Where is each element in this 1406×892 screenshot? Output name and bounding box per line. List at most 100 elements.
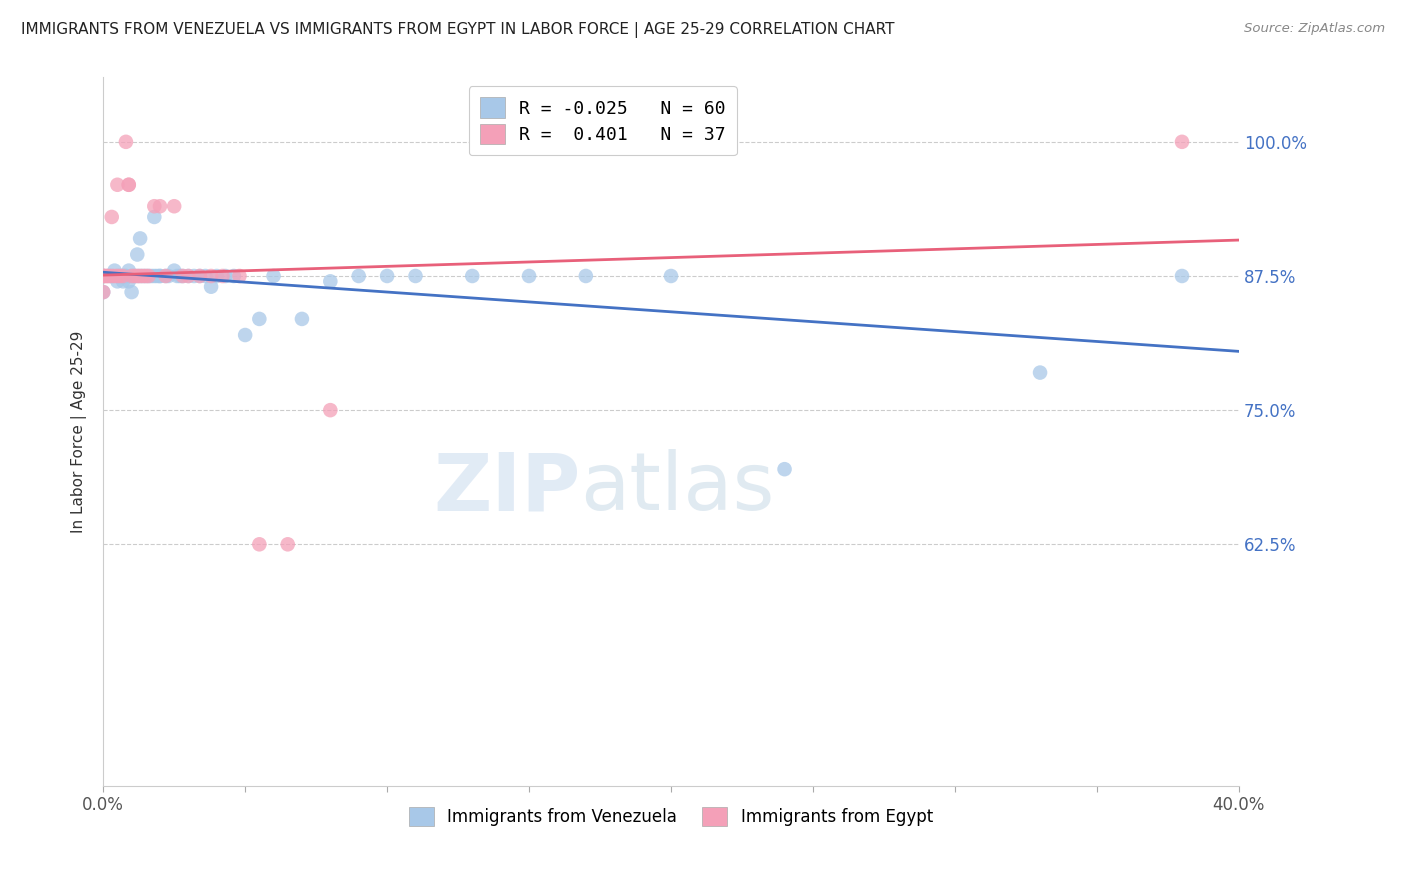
Point	[155, 268, 177, 283]
Point	[135, 268, 157, 283]
Point	[94, 268, 117, 283]
Point	[155, 268, 177, 283]
Point	[138, 268, 160, 283]
Point	[319, 274, 342, 288]
Point	[115, 268, 138, 283]
Point	[115, 268, 138, 283]
Point	[132, 268, 155, 283]
Point	[291, 312, 314, 326]
Point	[405, 268, 427, 283]
Point	[263, 268, 285, 283]
Point	[138, 268, 160, 283]
Point	[211, 268, 233, 283]
Point	[129, 268, 152, 283]
Point	[135, 268, 157, 283]
Point	[1171, 135, 1194, 149]
Point	[205, 268, 228, 283]
Text: Source: ZipAtlas.com: Source: ZipAtlas.com	[1244, 22, 1385, 36]
Point	[91, 268, 114, 283]
Point	[112, 274, 135, 288]
Point	[143, 199, 166, 213]
Point	[127, 268, 149, 283]
Point	[121, 285, 143, 299]
Point	[132, 268, 155, 283]
Point	[177, 268, 200, 283]
Point	[107, 268, 129, 283]
Point	[124, 268, 146, 283]
Point	[461, 268, 484, 283]
Point	[157, 268, 180, 283]
Point	[214, 268, 236, 283]
Point	[91, 285, 114, 299]
Point	[143, 268, 166, 283]
Point	[97, 268, 120, 283]
Point	[194, 268, 217, 283]
Point	[100, 210, 122, 224]
Point	[277, 537, 299, 551]
Point	[100, 268, 122, 283]
Point	[169, 268, 191, 283]
Point	[91, 268, 114, 283]
Point	[188, 268, 211, 283]
Point	[222, 268, 245, 283]
Point	[172, 268, 194, 283]
Point	[375, 268, 398, 283]
Point	[97, 268, 120, 283]
Point	[127, 268, 149, 283]
Point	[149, 268, 172, 283]
Point	[110, 268, 132, 283]
Point	[319, 403, 342, 417]
Point	[129, 268, 152, 283]
Point	[103, 263, 125, 277]
Point	[149, 268, 172, 283]
Point	[183, 268, 205, 283]
Legend: Immigrants from Venezuela, Immigrants from Egypt: Immigrants from Venezuela, Immigrants fr…	[401, 798, 941, 834]
Point	[575, 268, 598, 283]
Point	[149, 199, 172, 213]
Point	[91, 285, 114, 299]
Point	[172, 268, 194, 283]
Point	[91, 268, 114, 283]
Point	[110, 268, 132, 283]
Point	[347, 268, 370, 283]
Point	[107, 274, 129, 288]
Point	[112, 268, 135, 283]
Point	[1171, 268, 1194, 283]
Point	[517, 268, 540, 283]
Point	[773, 462, 796, 476]
Point	[200, 279, 222, 293]
Point	[129, 231, 152, 245]
Point	[103, 268, 125, 283]
Text: atlas: atlas	[581, 450, 775, 527]
Text: IMMIGRANTS FROM VENEZUELA VS IMMIGRANTS FROM EGYPT IN LABOR FORCE | AGE 25-29 CO: IMMIGRANTS FROM VENEZUELA VS IMMIGRANTS …	[21, 22, 894, 38]
Point	[100, 268, 122, 283]
Point	[228, 268, 250, 283]
Point	[107, 268, 129, 283]
Point	[247, 312, 270, 326]
Point	[163, 199, 186, 213]
Text: ZIP: ZIP	[433, 450, 581, 527]
Point	[143, 210, 166, 224]
Y-axis label: In Labor Force | Age 25-29: In Labor Force | Age 25-29	[72, 330, 87, 533]
Point	[94, 268, 117, 283]
Point	[121, 268, 143, 283]
Point	[200, 268, 222, 283]
Point	[166, 268, 188, 283]
Point	[127, 247, 149, 261]
Point	[146, 268, 169, 283]
Point	[659, 268, 682, 283]
Point	[118, 274, 141, 288]
Point	[247, 537, 270, 551]
Point	[124, 268, 146, 283]
Point	[163, 263, 186, 277]
Point	[107, 178, 129, 192]
Point	[91, 268, 114, 283]
Point	[177, 268, 200, 283]
Point	[118, 178, 141, 192]
Point	[188, 268, 211, 283]
Point	[233, 328, 256, 343]
Point	[112, 268, 135, 283]
Point	[118, 178, 141, 192]
Point	[118, 263, 141, 277]
Point	[141, 268, 163, 283]
